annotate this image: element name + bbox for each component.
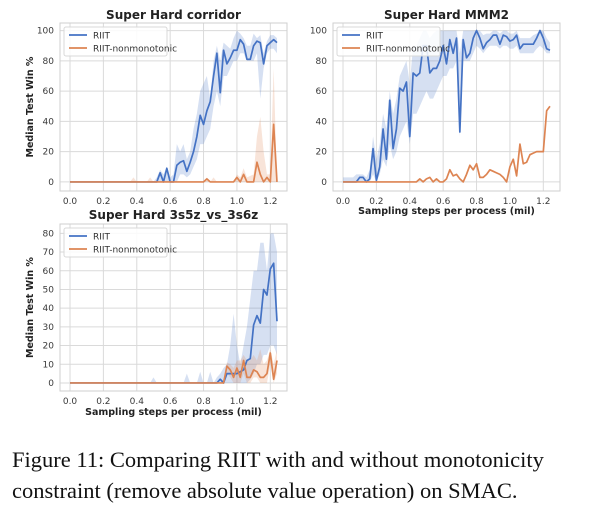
y-axis-label: Median Test Win % [25,257,36,358]
legend-box [336,26,441,57]
y-tick-label: 40 [43,117,55,127]
x-tick-label: 0.4 [403,197,418,207]
x-tick-label: 0.0 [336,197,351,207]
y-tick-label: 60 [43,87,55,97]
confidence-band-riit [70,30,277,182]
x-tick-label: 1.2 [263,397,277,407]
x-tick-label: 0.2 [96,397,110,407]
chart-panel-3: 0.0 0.2 0.4 0.6 0.8 1.0 1.2 0 10 20 30 40 50 60 70 80 RI… [25,208,288,418]
y-tick-label: 0 [321,178,327,188]
y-tick-label: 40 [43,304,55,314]
plot-frame [332,22,561,192]
x-tick-label: 1.2 [536,197,550,207]
legend: RIIT RIIT-nonmonotonic [336,26,450,57]
y-tick-label: 100 [37,27,54,37]
legend-label: RIIT [93,32,111,42]
x-tick-label: 1.0 [230,397,245,407]
x-tick-label: 0.8 [196,397,211,407]
legend-label: RIIT [366,32,384,42]
y-tick-label: 60 [316,87,328,97]
legend-label: RIIT-nonmonotonic [366,45,450,55]
x-tick-label: 1.2 [263,197,277,207]
x-tick-label: 0.8 [469,197,484,207]
legend: RIIT RIIT-nonmonotonic [63,26,177,57]
x-tick-label: 0.4 [130,197,145,207]
x-tick-label: 1.0 [230,197,245,207]
plot-frame [59,22,288,192]
series-line-riit [70,262,278,384]
chart-title: Super Hard MMM2 [384,8,509,22]
x-tick-label: 0.0 [63,197,78,207]
y-tick-label: 80 [43,57,55,67]
caption-line-2: constraint (remove absolute value operat… [12,478,518,503]
plot-frame [59,223,288,392]
y-tick-label: 10 [43,360,55,370]
y-tick-label: 50 [43,285,55,295]
y-tick-label: 80 [316,57,328,67]
chart-title: Super Hard 3s5z_vs_3s6z [89,208,258,223]
series-line-riit-nonmonotonic [70,123,278,183]
y-tick-label: 0 [48,178,54,188]
chart-title: Super Hard corridor [106,8,241,22]
legend: RIIT RIIT-nonmonotonic [63,227,177,258]
x-tick-label: 0.6 [163,197,178,207]
legend-label: RIIT [93,233,111,243]
x-axis-label: Sampling steps per process (mil) [358,206,535,217]
y-tick-label: 60 [43,267,55,277]
y-tick-label: 70 [43,248,55,258]
legend-label: RIIT-nonmonotonic [93,246,177,256]
y-tick-label: 100 [310,27,327,37]
x-tick-label: 0.4 [130,397,145,407]
y-tick-label: 0 [48,379,54,389]
y-axis-label: Median Test Win % [25,56,36,157]
y-tick-label: 40 [316,117,328,127]
y-tick-label: 20 [316,148,328,158]
y-tick-label: 20 [43,148,55,158]
x-tick-label: 0.0 [63,397,78,407]
x-tick-label: 0.2 [369,197,383,207]
legend-label: RIIT-nonmonotonic [93,45,177,55]
x-axis-label: Sampling steps per process (mil) [85,407,262,418]
figure-caption: Figure 11: Comparing RIIT with and witho… [12,444,597,506]
caption-line-1: Figure 11: Comparing RIIT with and witho… [12,447,544,472]
x-tick-label: 1.0 [503,197,518,207]
y-tick-label: 80 [43,229,55,239]
confidence-band-riit-nonmonotonic [70,68,277,182]
y-tick-label: 20 [43,342,55,352]
confidence-band-riit [343,30,550,182]
legend-box [63,26,168,57]
x-tick-label: 0.2 [96,197,110,207]
y-tick-label: 30 [43,323,55,333]
legend-box [63,227,168,258]
x-tick-label: 0.6 [163,397,178,407]
x-tick-label: 0.8 [196,197,211,207]
x-tick-label: 0.6 [436,197,451,207]
